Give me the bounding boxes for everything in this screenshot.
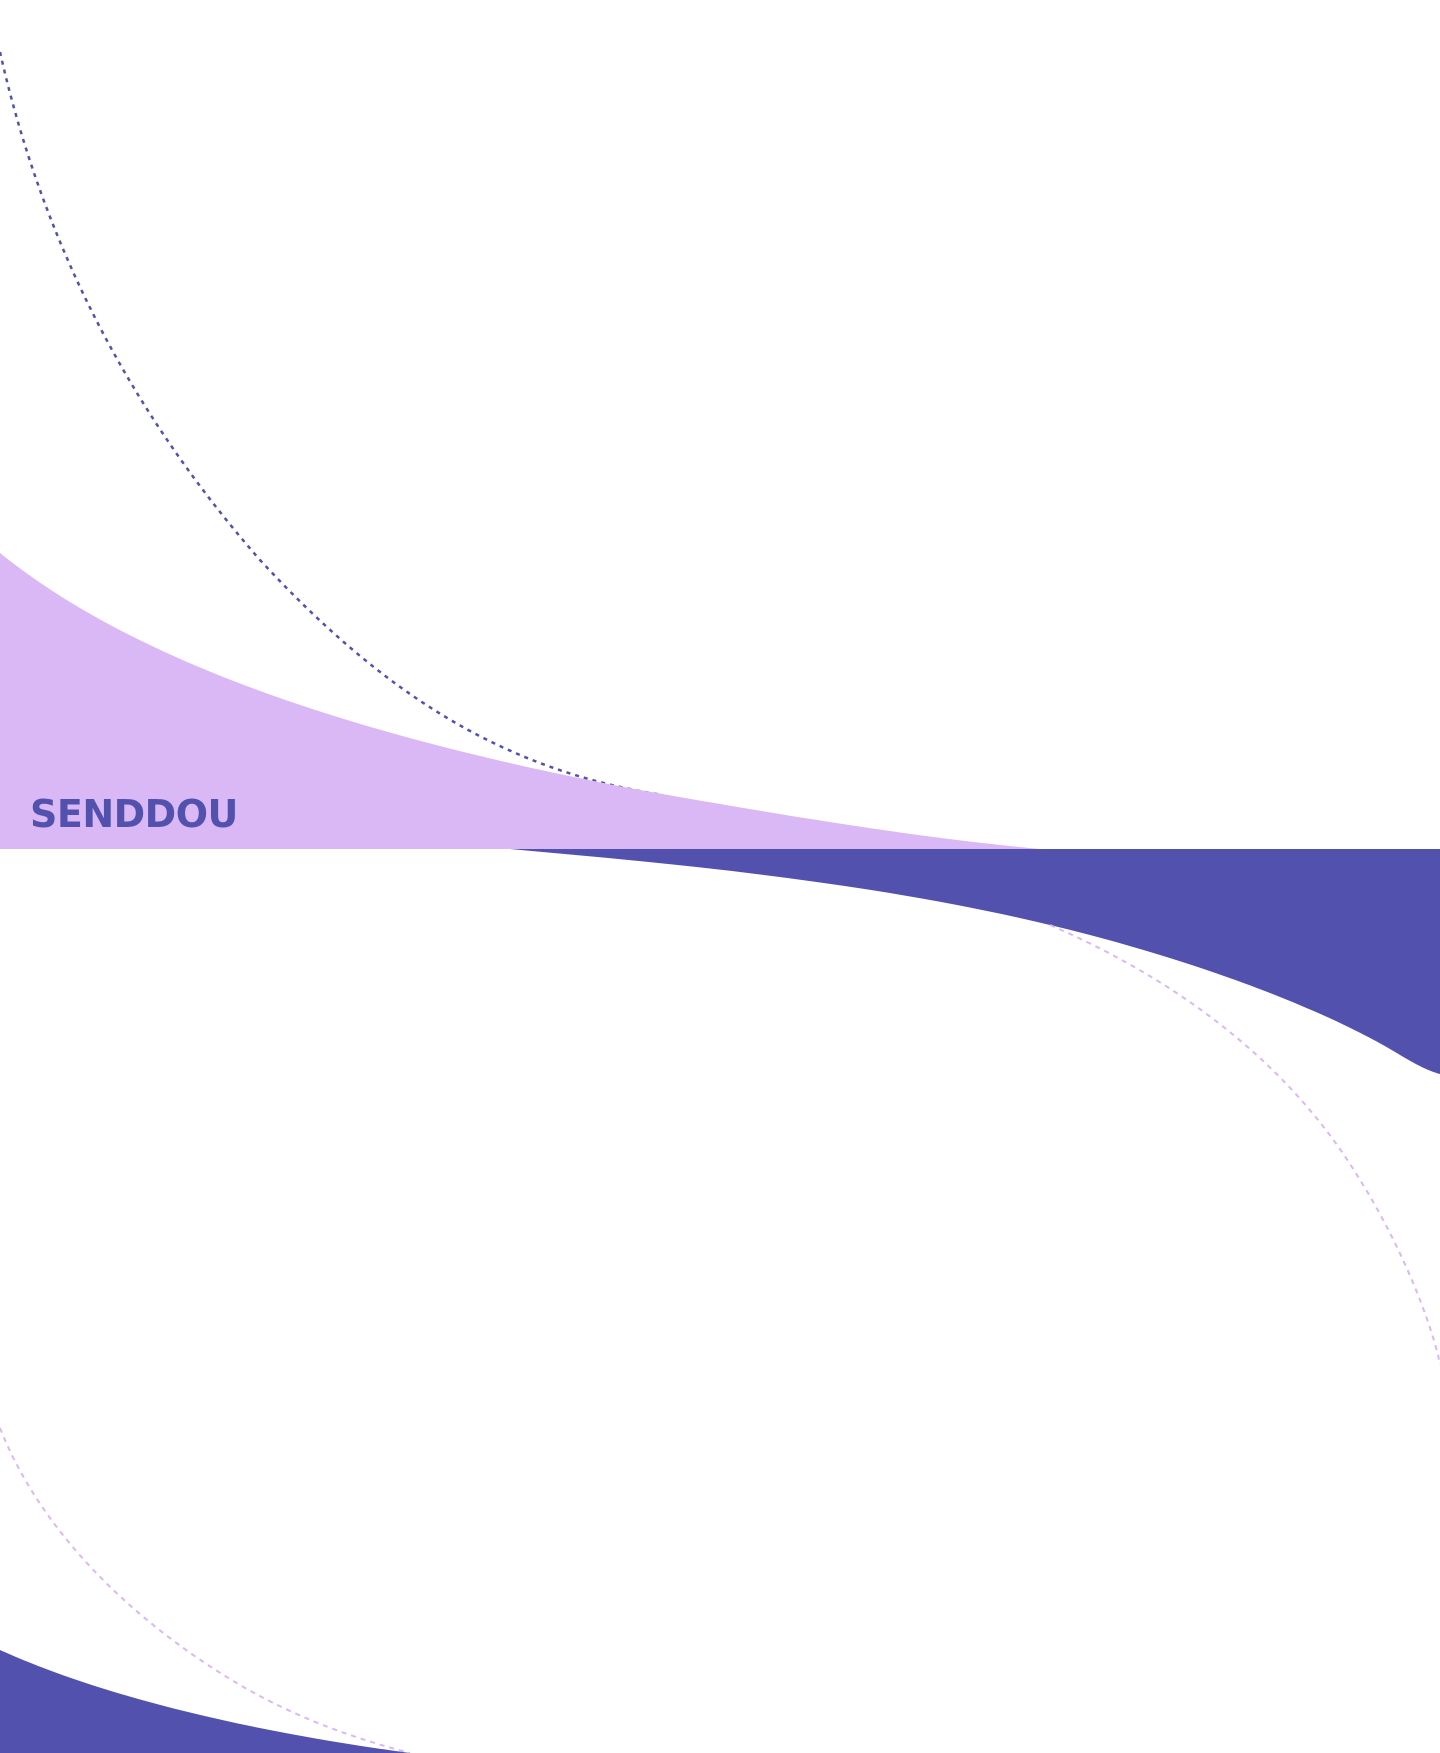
purple-wave-shape-bottom xyxy=(0,1650,410,1753)
brand-logo-text: SENDDOU xyxy=(30,792,238,836)
purple-wave-shape-right xyxy=(510,849,1440,1074)
dotted-arc-top xyxy=(0,51,664,797)
dashed-arc-right xyxy=(1049,924,1440,1366)
lavender-wave-shape xyxy=(0,553,1040,849)
